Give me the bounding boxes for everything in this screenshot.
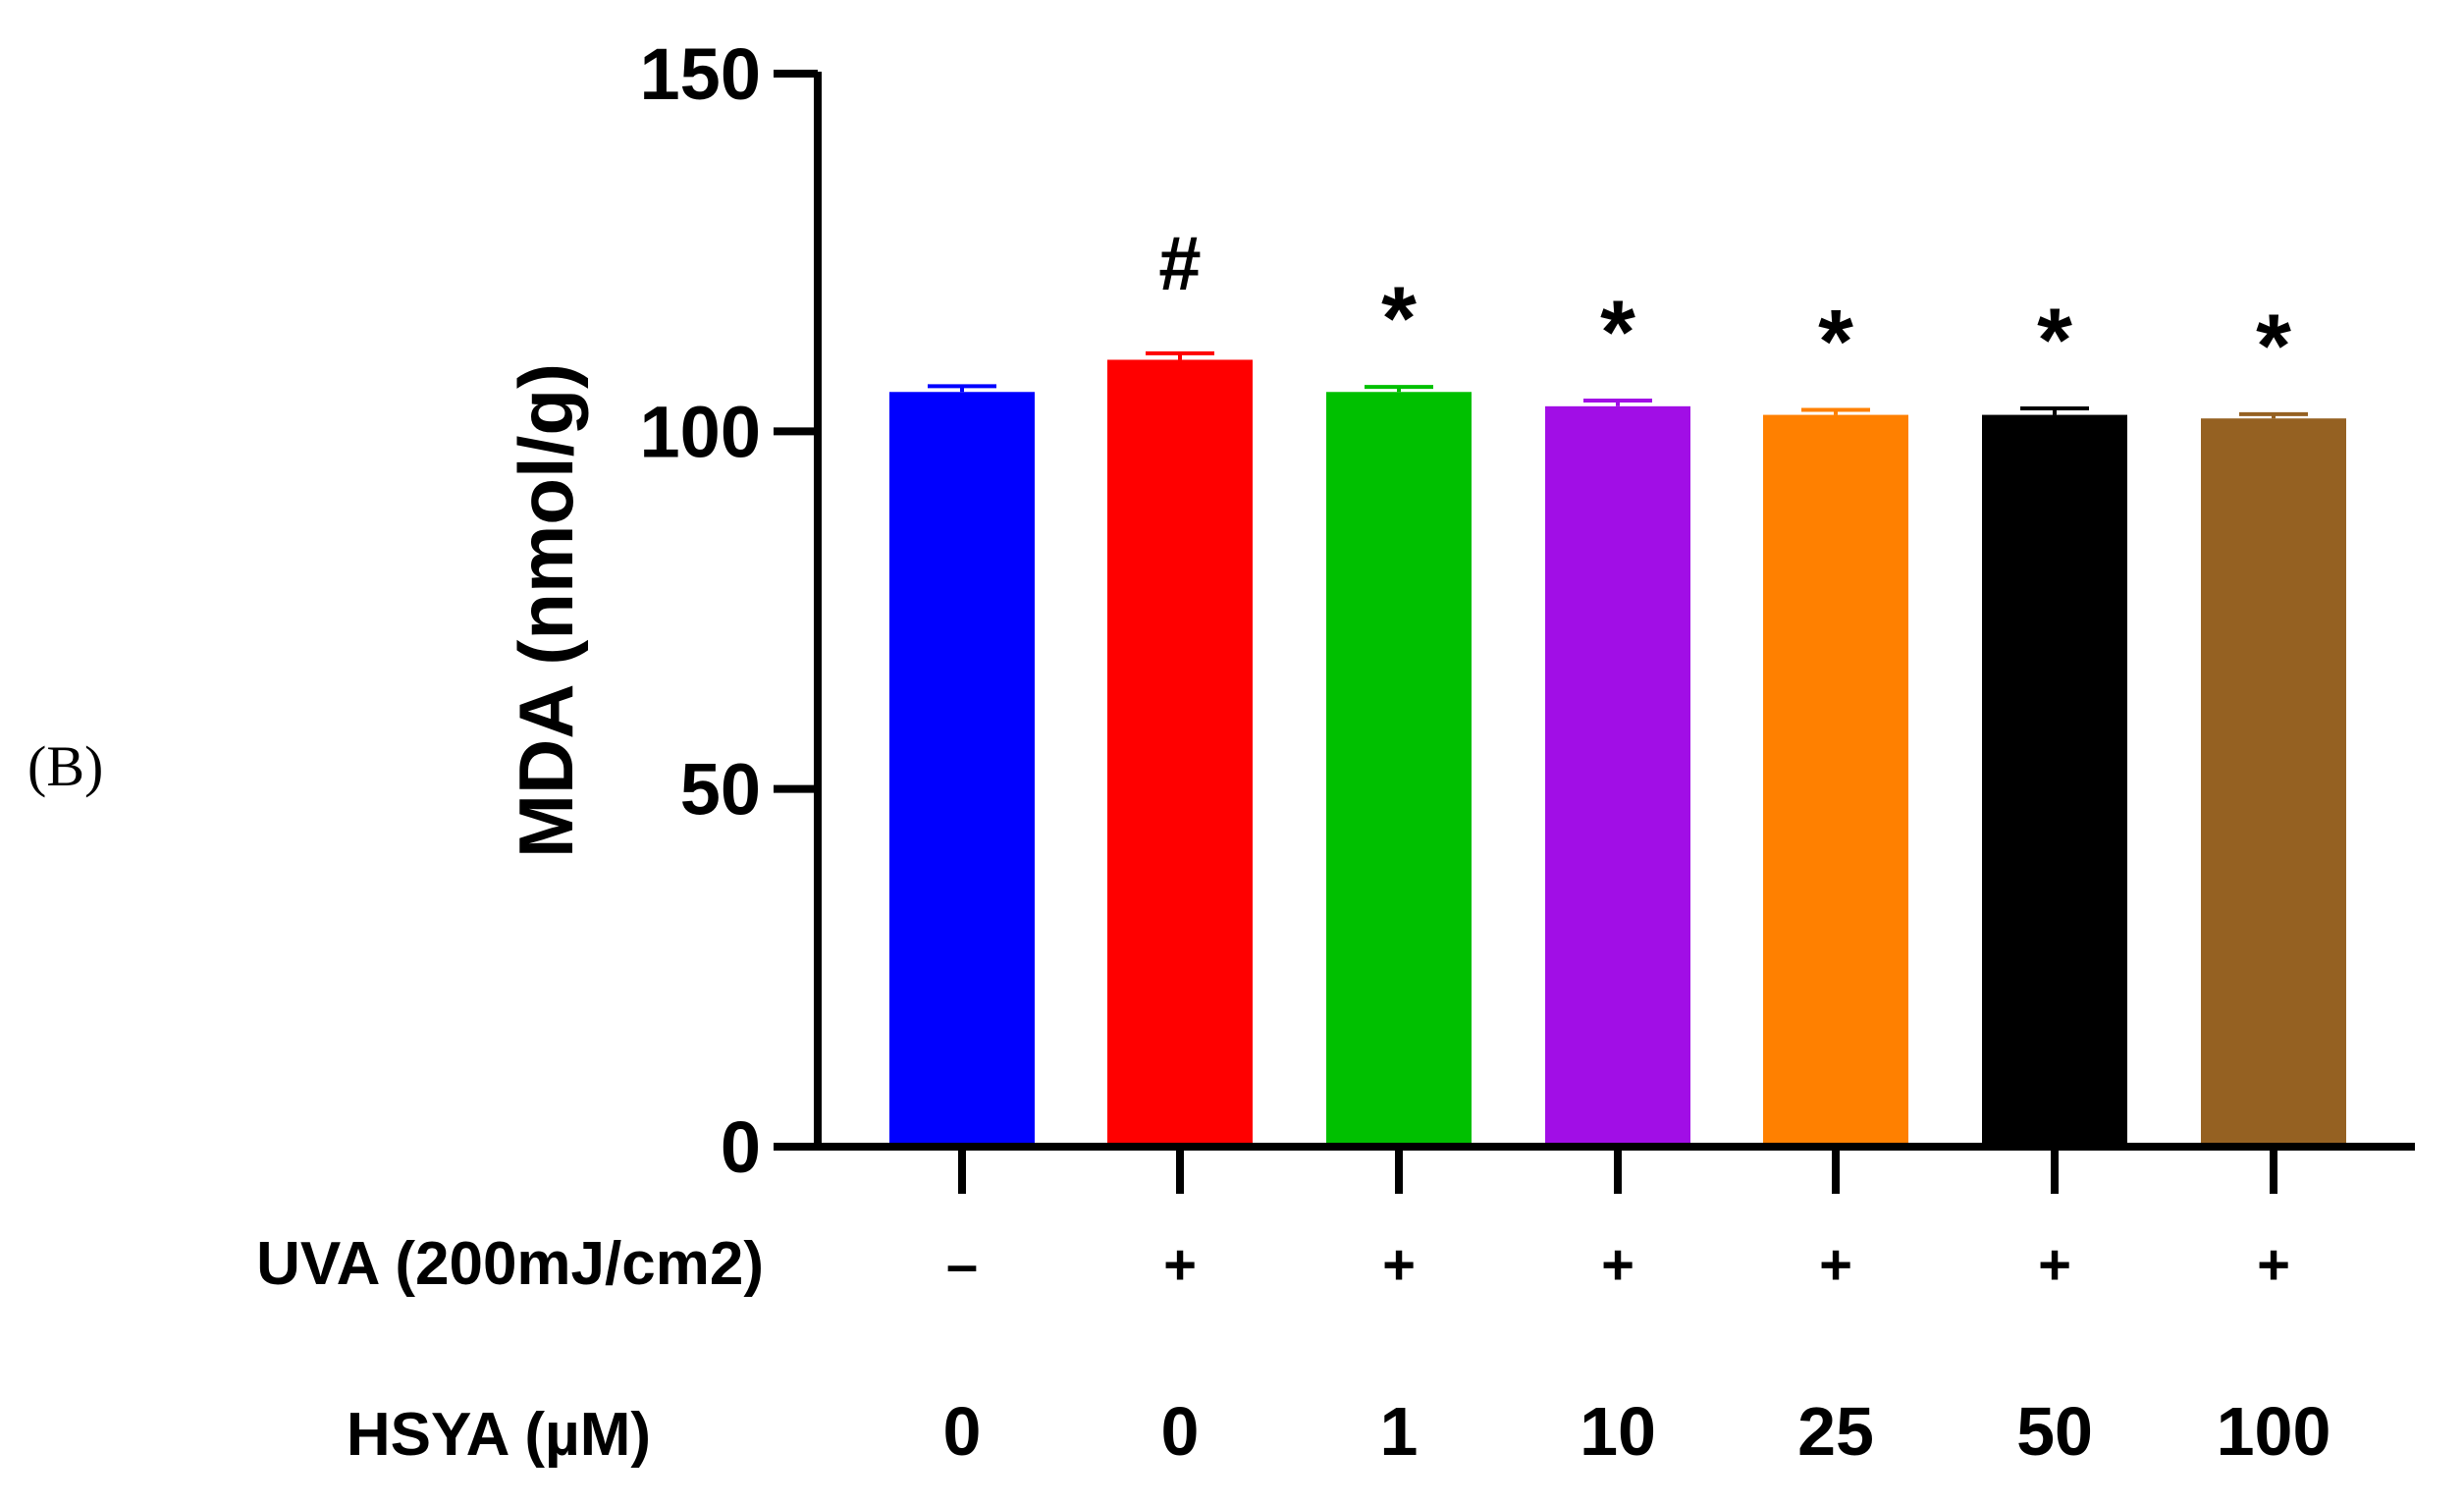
significance-mark-6: * bbox=[2256, 296, 2291, 397]
panel-label: (B) bbox=[27, 734, 103, 798]
bar-0 bbox=[889, 392, 1035, 1147]
row-1-value-5: 50 bbox=[2016, 1393, 2093, 1470]
significance-mark-2: * bbox=[1381, 269, 1417, 369]
row-label-1: HSYA (µM) bbox=[347, 1401, 651, 1469]
y-tick-label-0: 0 bbox=[721, 1106, 761, 1188]
y-tick-label-3: 150 bbox=[640, 33, 761, 115]
y-tick-label-2: 100 bbox=[640, 391, 761, 472]
row-0-value-3: + bbox=[1601, 1233, 1634, 1297]
row-label-0: UVA (200mJ/cm2) bbox=[256, 1230, 764, 1298]
row-0-value-1: + bbox=[1163, 1233, 1197, 1297]
significance-mark-3: * bbox=[1600, 283, 1635, 383]
significance-mark-4: * bbox=[1818, 292, 1853, 392]
row-1-value-0: 0 bbox=[943, 1393, 982, 1470]
bar-3 bbox=[1545, 405, 1690, 1148]
bar-1 bbox=[1107, 359, 1253, 1147]
row-1-value-1: 0 bbox=[1161, 1393, 1200, 1470]
bar-5 bbox=[1982, 414, 2127, 1148]
y-axis-title: MDA (nmol/g) bbox=[503, 363, 589, 858]
bar-4 bbox=[1763, 414, 1908, 1148]
significance-mark-5: * bbox=[2037, 291, 2072, 391]
row-0-value-5: + bbox=[2038, 1233, 2071, 1297]
row-0-value-4: + bbox=[1819, 1233, 1852, 1297]
row-1-value-2: 1 bbox=[1380, 1393, 1419, 1470]
row-0-value-6: + bbox=[2257, 1233, 2290, 1297]
row-0-value-2: + bbox=[1382, 1233, 1416, 1297]
row-1-value-3: 10 bbox=[1580, 1393, 1656, 1470]
bar-6 bbox=[2201, 418, 2346, 1147]
y-tick-label-1: 50 bbox=[680, 749, 761, 831]
row-1-value-6: 100 bbox=[2217, 1393, 2331, 1470]
row-0-value-0: – bbox=[946, 1233, 978, 1297]
bar-2 bbox=[1326, 392, 1472, 1147]
row-1-value-4: 25 bbox=[1797, 1393, 1874, 1470]
significance-mark-1: # bbox=[1158, 220, 1201, 306]
